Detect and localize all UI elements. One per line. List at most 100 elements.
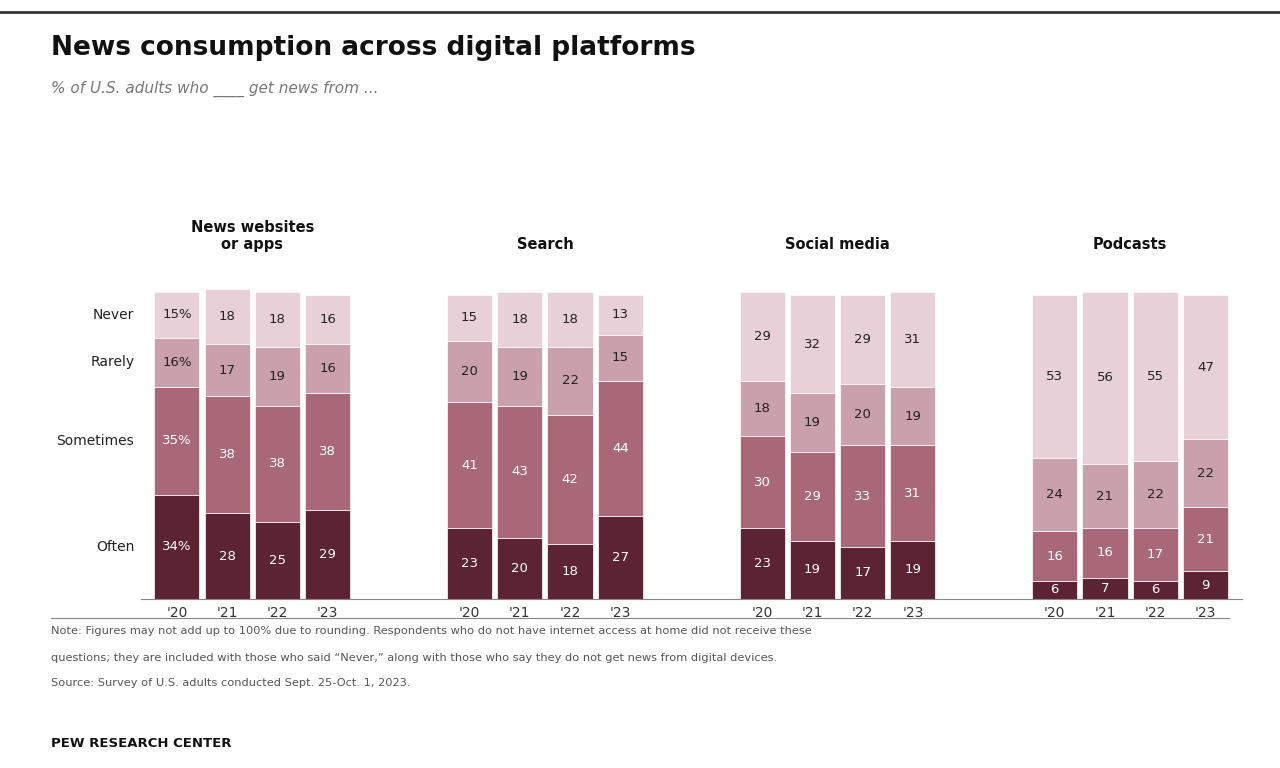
- Text: 15: 15: [612, 352, 628, 364]
- Text: 53: 53: [1046, 370, 1064, 382]
- Text: 15%: 15%: [163, 309, 192, 321]
- Text: 20: 20: [511, 562, 529, 574]
- Text: 19: 19: [804, 416, 820, 429]
- Bar: [1032, 581, 1078, 599]
- Text: 23: 23: [754, 558, 771, 570]
- Bar: [255, 522, 300, 599]
- Bar: [891, 541, 936, 599]
- Bar: [790, 452, 835, 541]
- Bar: [447, 402, 492, 528]
- Text: 43: 43: [511, 465, 529, 478]
- Bar: [1183, 571, 1228, 599]
- Bar: [205, 513, 250, 599]
- Bar: [1183, 295, 1228, 439]
- Bar: [1083, 578, 1128, 599]
- Text: 42: 42: [562, 473, 579, 485]
- Text: 16: 16: [1097, 547, 1114, 559]
- Text: 29: 29: [854, 333, 872, 346]
- Text: 20: 20: [461, 366, 477, 378]
- Bar: [497, 406, 543, 538]
- Text: 29: 29: [804, 490, 820, 502]
- Text: 56: 56: [1097, 372, 1114, 384]
- Bar: [790, 393, 835, 452]
- Bar: [447, 295, 492, 341]
- Text: questions; they are included with those who said “Never,” along with those who s: questions; they are included with those …: [51, 653, 777, 663]
- Bar: [497, 538, 543, 599]
- Text: 9: 9: [1202, 579, 1210, 591]
- Text: 17: 17: [1147, 548, 1164, 561]
- Text: 55: 55: [1147, 370, 1164, 382]
- Text: 18: 18: [511, 313, 529, 326]
- Text: Search: Search: [517, 237, 573, 252]
- Bar: [497, 347, 543, 406]
- Text: 22: 22: [1197, 467, 1213, 479]
- Bar: [305, 393, 351, 510]
- Text: 41: 41: [461, 459, 477, 472]
- Text: Source: Survey of U.S. adults conducted Sept. 25-Oct. 1, 2023.: Source: Survey of U.S. adults conducted …: [51, 678, 411, 688]
- Text: 21: 21: [1197, 533, 1213, 545]
- Bar: [598, 295, 643, 335]
- Text: 31: 31: [905, 487, 922, 499]
- Bar: [548, 292, 593, 347]
- Text: 19: 19: [269, 370, 285, 382]
- Text: 33: 33: [854, 490, 872, 502]
- Text: 34%: 34%: [163, 541, 192, 553]
- Text: 27: 27: [612, 551, 628, 564]
- Bar: [1083, 292, 1128, 464]
- Text: 19: 19: [905, 410, 922, 422]
- Text: 20: 20: [854, 409, 872, 421]
- Text: 16: 16: [319, 362, 337, 375]
- Bar: [1183, 439, 1228, 507]
- Bar: [548, 347, 593, 415]
- Text: Sometimes: Sometimes: [56, 434, 134, 448]
- Text: 7: 7: [1101, 582, 1110, 594]
- Bar: [740, 528, 785, 599]
- Bar: [1133, 461, 1178, 528]
- Bar: [840, 295, 886, 384]
- Bar: [255, 292, 300, 347]
- Text: 31: 31: [905, 333, 922, 346]
- Text: 15: 15: [461, 312, 477, 324]
- Text: Never: Never: [93, 308, 134, 322]
- Text: 17: 17: [854, 567, 872, 579]
- Bar: [740, 436, 785, 528]
- Text: 38: 38: [269, 458, 285, 470]
- Bar: [1032, 531, 1078, 581]
- Bar: [1133, 292, 1178, 461]
- Text: % of U.S. adults who ____ get news from ...: % of U.S. adults who ____ get news from …: [51, 81, 379, 97]
- Bar: [840, 445, 886, 547]
- Bar: [598, 381, 643, 516]
- Bar: [598, 516, 643, 599]
- Bar: [305, 344, 351, 393]
- Bar: [255, 347, 300, 406]
- Bar: [740, 381, 785, 436]
- Bar: [205, 289, 250, 344]
- Bar: [155, 338, 200, 387]
- Bar: [1183, 507, 1228, 571]
- Bar: [891, 387, 936, 445]
- Text: 18: 18: [562, 565, 579, 578]
- Bar: [1032, 458, 1078, 531]
- Bar: [790, 541, 835, 599]
- Text: Podcasts: Podcasts: [1093, 237, 1167, 252]
- Bar: [548, 544, 593, 599]
- Text: Social media: Social media: [785, 237, 890, 252]
- Text: 6: 6: [1051, 584, 1059, 596]
- Text: PEW RESEARCH CENTER: PEW RESEARCH CENTER: [51, 737, 232, 750]
- Bar: [1133, 528, 1178, 581]
- Text: 21: 21: [1097, 490, 1114, 502]
- Text: 18: 18: [269, 313, 285, 326]
- Bar: [305, 510, 351, 599]
- Bar: [840, 384, 886, 445]
- Bar: [155, 495, 200, 599]
- Text: 16: 16: [1046, 550, 1064, 562]
- Bar: [1083, 528, 1128, 578]
- Text: 16%: 16%: [163, 356, 192, 369]
- Text: 6: 6: [1151, 584, 1160, 596]
- Bar: [155, 292, 200, 338]
- Text: 23: 23: [461, 558, 477, 570]
- Bar: [891, 292, 936, 387]
- Text: 22: 22: [562, 375, 579, 387]
- Bar: [205, 396, 250, 513]
- Bar: [740, 292, 785, 381]
